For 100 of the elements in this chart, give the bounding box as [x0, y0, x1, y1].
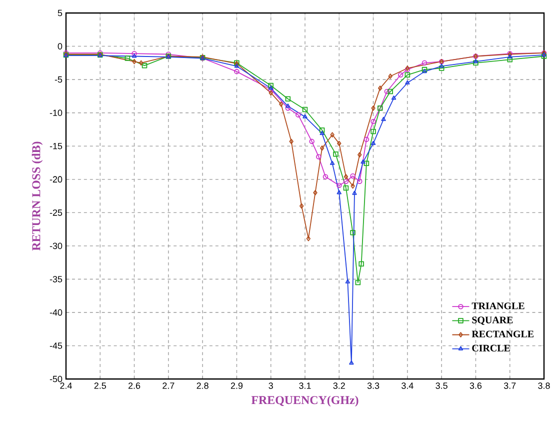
point	[364, 160, 370, 166]
x-tick-label: 3.5	[436, 382, 448, 389]
point	[132, 58, 136, 64]
y-tick-label: -45	[50, 342, 62, 349]
point	[320, 145, 324, 151]
point	[439, 64, 444, 68]
point	[132, 54, 137, 58]
point	[268, 82, 274, 88]
y-tick-label: 0	[58, 43, 62, 50]
x-tick-label: 2.8	[196, 382, 208, 389]
point	[370, 128, 376, 134]
point	[344, 174, 348, 180]
point	[345, 279, 350, 284]
y-tick-label: -25	[50, 209, 62, 216]
point	[279, 102, 284, 107]
point	[391, 96, 396, 100]
legend-label: CIRCLE	[472, 344, 510, 352]
y-tick-label: 5	[58, 10, 62, 16]
y-tick-label: -50	[50, 376, 62, 382]
y-tick-label: -30	[50, 242, 62, 250]
point	[508, 54, 512, 58]
point	[234, 68, 240, 74]
point	[234, 64, 240, 68]
legend-label: SQUARE	[472, 316, 513, 325]
x-tick-label: 3.2	[333, 382, 345, 389]
point	[381, 116, 386, 122]
point	[139, 60, 144, 66]
point	[364, 136, 370, 142]
point	[322, 174, 328, 180]
point	[349, 360, 354, 365]
point	[358, 152, 362, 158]
point	[358, 261, 364, 267]
point	[268, 90, 273, 96]
point	[398, 72, 404, 78]
x-tick-label: 3.3	[367, 382, 380, 389]
point	[343, 185, 349, 191]
x-tick-label: 2.4	[60, 382, 72, 389]
point	[350, 183, 355, 189]
point	[388, 74, 392, 79]
y-tick-label: -35	[50, 276, 62, 282]
point	[132, 50, 137, 56]
x-tick-label: 2.5	[94, 382, 106, 389]
point	[336, 190, 342, 194]
point	[302, 106, 308, 112]
point	[370, 140, 376, 145]
point	[360, 159, 366, 164]
point	[296, 112, 301, 118]
point	[355, 280, 361, 286]
point	[320, 130, 324, 135]
point	[124, 56, 130, 61]
x-tick-label: 3.4	[402, 382, 414, 389]
point	[330, 160, 335, 165]
point	[378, 86, 382, 91]
point	[285, 96, 291, 102]
point	[285, 106, 291, 111]
y-tick-label: -15	[50, 142, 62, 150]
point	[350, 230, 356, 236]
point	[473, 60, 478, 66]
x-tick-label: 3	[268, 382, 273, 389]
x-tick-label: 3.8	[538, 382, 550, 389]
point	[422, 60, 428, 66]
point	[371, 106, 376, 111]
point	[333, 151, 338, 157]
point	[330, 132, 334, 138]
point	[299, 203, 304, 209]
y-axis-title: RETURN LOSS (dB)	[32, 142, 43, 251]
point	[289, 138, 294, 144]
x-tick-label: 3.1	[299, 382, 311, 389]
point	[142, 62, 148, 68]
point	[356, 178, 362, 184]
y-tick-label: -40	[50, 309, 62, 316]
y-tick-label: -20	[50, 176, 62, 183]
x-tick-label: 3.7	[504, 382, 516, 389]
x-tick-label: 2.6	[128, 382, 140, 389]
point	[268, 86, 274, 90]
point	[343, 178, 349, 184]
legend-label: RECTANGLE	[472, 330, 534, 338]
point	[388, 88, 393, 94]
point	[313, 190, 318, 196]
x-tick-label: 3.6	[470, 382, 482, 389]
point	[286, 104, 290, 108]
y-tick-label: -10	[50, 110, 62, 116]
x-tick-label: 2.9	[230, 382, 243, 389]
y-tick-label: -5	[54, 76, 62, 83]
point	[473, 58, 478, 64]
point	[438, 66, 444, 71]
point	[316, 154, 322, 160]
point	[405, 80, 410, 84]
point	[336, 182, 342, 188]
legend-label: TRIANGLE	[472, 302, 524, 310]
point	[302, 114, 308, 118]
point	[319, 127, 325, 133]
point	[268, 86, 274, 92]
point	[337, 140, 342, 146]
point	[352, 190, 357, 195]
point	[384, 88, 390, 94]
point	[350, 173, 356, 179]
x-axis-title: FREQUENCY(GHz)	[251, 396, 358, 407]
point	[507, 56, 513, 62]
point	[309, 138, 314, 144]
